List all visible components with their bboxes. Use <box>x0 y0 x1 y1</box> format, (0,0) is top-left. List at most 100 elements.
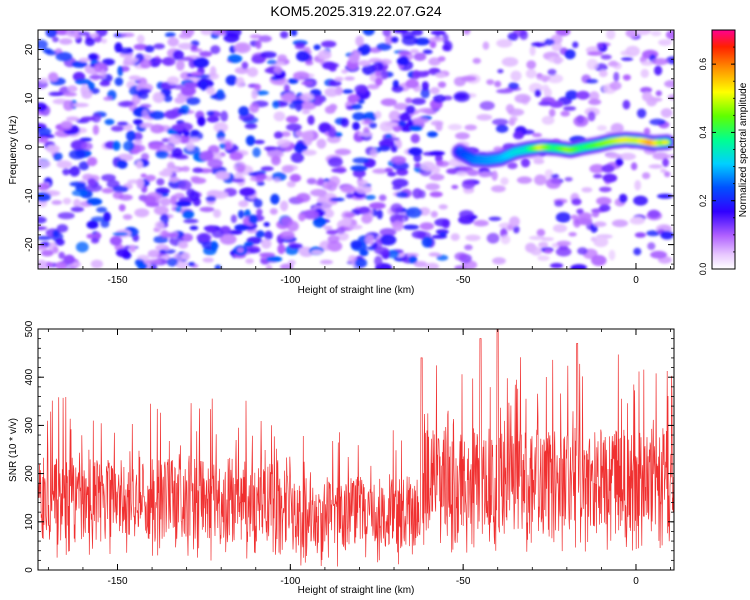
noise-patch <box>335 227 346 234</box>
noise-patch <box>246 67 259 78</box>
noise-patch <box>177 108 187 115</box>
noise-patch <box>340 117 349 128</box>
noise-patch <box>68 149 86 160</box>
noise-patch <box>270 193 280 205</box>
noise-patch <box>234 224 250 231</box>
noise-patch <box>379 234 397 246</box>
noise-patch <box>347 255 357 264</box>
noise-patch <box>572 41 579 49</box>
noise-patch <box>537 255 550 261</box>
noise-patch <box>38 259 47 269</box>
noise-patch <box>302 149 317 156</box>
noise-patch <box>354 258 368 268</box>
noise-patch <box>374 255 383 267</box>
noise-patch <box>128 75 141 81</box>
noise-patch <box>310 249 324 255</box>
noise-patch <box>65 30 82 38</box>
noise-patch <box>312 95 324 106</box>
noise-patch <box>211 30 223 36</box>
noise-patch <box>254 83 261 91</box>
noise-patch <box>648 97 663 102</box>
noise-patch <box>272 100 280 109</box>
noise-patch <box>324 87 339 98</box>
noise-patch <box>260 51 277 59</box>
noise-patch <box>430 30 446 36</box>
noise-patch <box>587 51 603 56</box>
noise-patch <box>245 135 256 147</box>
noise-patch <box>362 30 375 36</box>
noise-patch <box>200 30 214 36</box>
noise-patch <box>375 70 382 77</box>
noise-patch <box>355 35 364 47</box>
noise-patch <box>48 91 64 97</box>
noise-patch <box>379 228 397 237</box>
noise-patch <box>570 214 579 220</box>
noise-patch <box>56 224 69 233</box>
snr-y-ticks: 0 100 200 300 400 500 <box>24 320 674 573</box>
noise-patch <box>38 183 50 191</box>
noise-patch <box>446 168 460 175</box>
noise-patch <box>428 252 441 257</box>
noise-patch <box>87 156 98 167</box>
noise-patch <box>655 90 662 97</box>
noise-patch <box>461 179 475 190</box>
noise-patch <box>602 173 618 183</box>
noise-patch <box>433 94 446 103</box>
noise-patch <box>395 191 409 198</box>
noise-patch <box>651 58 669 66</box>
noise-patch <box>327 156 343 168</box>
noise-patch <box>239 187 256 197</box>
noise-patch <box>407 147 423 156</box>
noise-patch <box>497 69 504 74</box>
spectral-ridge <box>451 131 674 169</box>
snr-chart: -150 -100 -50 0 0 100 200 300 400 500 Height of … <box>8 320 675 596</box>
noise-patch <box>508 82 519 90</box>
noise-patch <box>207 158 223 169</box>
noise-patch <box>196 232 212 243</box>
noise-patch <box>362 64 376 76</box>
noise-patch <box>199 206 215 213</box>
noise-patch <box>100 38 108 44</box>
noise-patch <box>422 49 433 55</box>
noise-patch <box>420 161 436 171</box>
snr-y-label: SNR (10 * v/v) <box>8 418 19 482</box>
noise-patch <box>405 105 416 115</box>
noise-patch <box>175 200 192 207</box>
noise-patch <box>63 92 77 97</box>
noise-patch <box>118 204 126 212</box>
noise-patch <box>189 225 199 231</box>
noise-patch <box>53 152 63 162</box>
noise-patch <box>390 144 398 153</box>
noise-patch <box>120 32 135 38</box>
noise-patch <box>280 131 291 138</box>
noise-patch <box>573 115 589 127</box>
noise-patch <box>618 193 628 204</box>
noise-patch <box>391 155 407 165</box>
noise-patch <box>633 247 642 256</box>
noise-patch <box>139 122 154 128</box>
noise-patch <box>352 157 370 164</box>
noise-patch <box>586 58 599 70</box>
noise-patch <box>341 69 349 74</box>
noise-patch <box>91 113 102 123</box>
noise-patch <box>185 141 195 151</box>
noise-patch <box>269 208 278 215</box>
noise-patch <box>159 248 176 255</box>
noise-patch <box>142 195 157 205</box>
noise-patch <box>399 50 411 56</box>
noise-patch <box>334 148 352 156</box>
noise-patch <box>199 150 214 161</box>
noise-patch <box>86 233 95 239</box>
noise-patch <box>488 216 502 221</box>
noise-patch <box>633 195 648 206</box>
x-tick-label: 0 <box>633 275 639 286</box>
noise-patch <box>348 53 360 64</box>
noise-patch <box>327 235 340 244</box>
noise-patch <box>186 97 201 105</box>
noise-patch <box>171 147 183 157</box>
noise-patch <box>507 32 519 41</box>
noise-patch <box>312 216 327 228</box>
noise-patch <box>541 76 549 83</box>
noise-patch <box>100 220 110 228</box>
noise-patch <box>118 194 133 201</box>
